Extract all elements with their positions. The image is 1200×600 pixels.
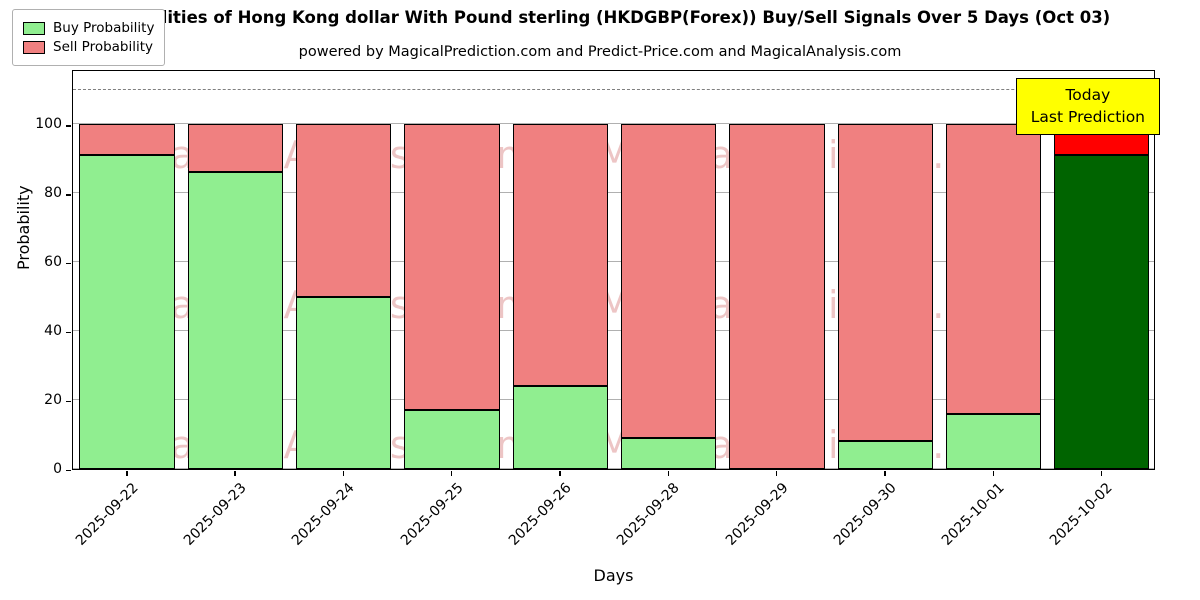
chart-title: Probabilities of Hong Kong dollar With P…	[89, 8, 1111, 27]
x-tick-label: 2025-10-02	[1047, 480, 1117, 549]
gridline	[73, 468, 1154, 469]
x-tick-label: 2025-09-24	[289, 480, 359, 549]
bar-buy-segment	[79, 155, 175, 469]
x-tick-label: 2025-09-26	[505, 480, 575, 549]
bar-sell-segment	[837, 124, 933, 442]
legend: Buy Probability Sell Probability	[12, 9, 166, 66]
buy-swatch-icon	[23, 21, 45, 35]
y-tick-label: 60	[44, 254, 62, 271]
bar-buy-segment	[837, 441, 933, 469]
legend-item-sell: Sell Probability	[23, 39, 154, 55]
x-tick-mark	[126, 471, 128, 476]
bar-sell-segment	[729, 124, 825, 469]
legend-buy-label: Buy Probability	[53, 20, 155, 36]
plot-area: MagicalAnalysis.comMagicalPrediction.com…	[72, 70, 1155, 470]
bar-sell-segment	[404, 124, 500, 411]
gridline	[73, 192, 1154, 194]
bar-buy-segment	[404, 410, 500, 469]
x-tick-mark	[992, 471, 994, 476]
x-tick-label: 2025-09-25	[397, 480, 467, 549]
sell-swatch-icon	[23, 40, 45, 54]
x-tick-label: 2025-09-22	[72, 480, 142, 549]
x-tick-mark	[775, 471, 778, 476]
x-tick-label: 2025-10-01	[939, 480, 1008, 549]
y-tick-mark	[66, 125, 71, 127]
today-annotation-line2: Last Prediction	[1030, 108, 1145, 127]
y-tick-mark	[66, 194, 71, 196]
y-tick-mark	[66, 332, 71, 334]
x-tick-label: 2025-09-28	[614, 480, 683, 549]
chart-subtitle: powered by MagicalPrediction.com and Pre…	[298, 44, 902, 60]
y-tick-label: 40	[44, 323, 62, 340]
x-tick-mark	[559, 471, 561, 476]
x-tick-mark	[667, 471, 670, 476]
x-axis-label: Days	[593, 566, 634, 585]
x-tick-label: 2025-09-29	[722, 480, 792, 549]
y-tick-label: 80	[44, 185, 62, 202]
bar-buy-segment	[512, 386, 608, 469]
x-tick-mark	[342, 471, 345, 476]
gridline	[73, 261, 1154, 263]
legend-sell-label: Sell Probability	[53, 39, 154, 55]
dashed-reference-line	[73, 88, 1154, 90]
bar-buy-segment	[620, 437, 717, 469]
bar-sell-segment	[296, 124, 392, 297]
bar-buy-segment	[945, 413, 1042, 469]
y-tick-mark	[66, 263, 71, 265]
gridline	[73, 123, 1154, 125]
y-tick-label: 0	[53, 461, 62, 477]
bar-sell-segment	[945, 124, 1042, 414]
bar-sell-segment	[187, 124, 284, 173]
x-tick-mark	[1100, 471, 1103, 476]
bar-sell-segment	[79, 124, 175, 156]
gridline	[73, 399, 1154, 401]
y-axis-label: Probability	[14, 185, 33, 270]
bar-sell-segment	[512, 124, 608, 387]
y-tick-mark	[66, 470, 71, 472]
today-annotation-line1: Today	[1065, 86, 1111, 104]
y-tick-label: 100	[35, 116, 62, 133]
bar-buy-segment	[1054, 155, 1150, 469]
y-tick-mark	[66, 401, 71, 403]
gridline	[73, 330, 1154, 332]
bar-buy-segment	[296, 296, 392, 469]
x-tick-label: 2025-09-23	[180, 480, 250, 549]
y-tick-label: 20	[44, 392, 62, 409]
today-annotation: Today Last Prediction	[1015, 78, 1160, 135]
legend-item-buy: Buy Probability	[23, 20, 154, 36]
bar-sell-segment	[620, 124, 717, 438]
x-tick-mark	[884, 471, 886, 476]
x-tick-mark	[451, 471, 453, 476]
bar-buy-segment	[187, 172, 284, 469]
x-tick-label: 2025-09-30	[830, 480, 900, 549]
x-tick-mark	[234, 471, 236, 476]
